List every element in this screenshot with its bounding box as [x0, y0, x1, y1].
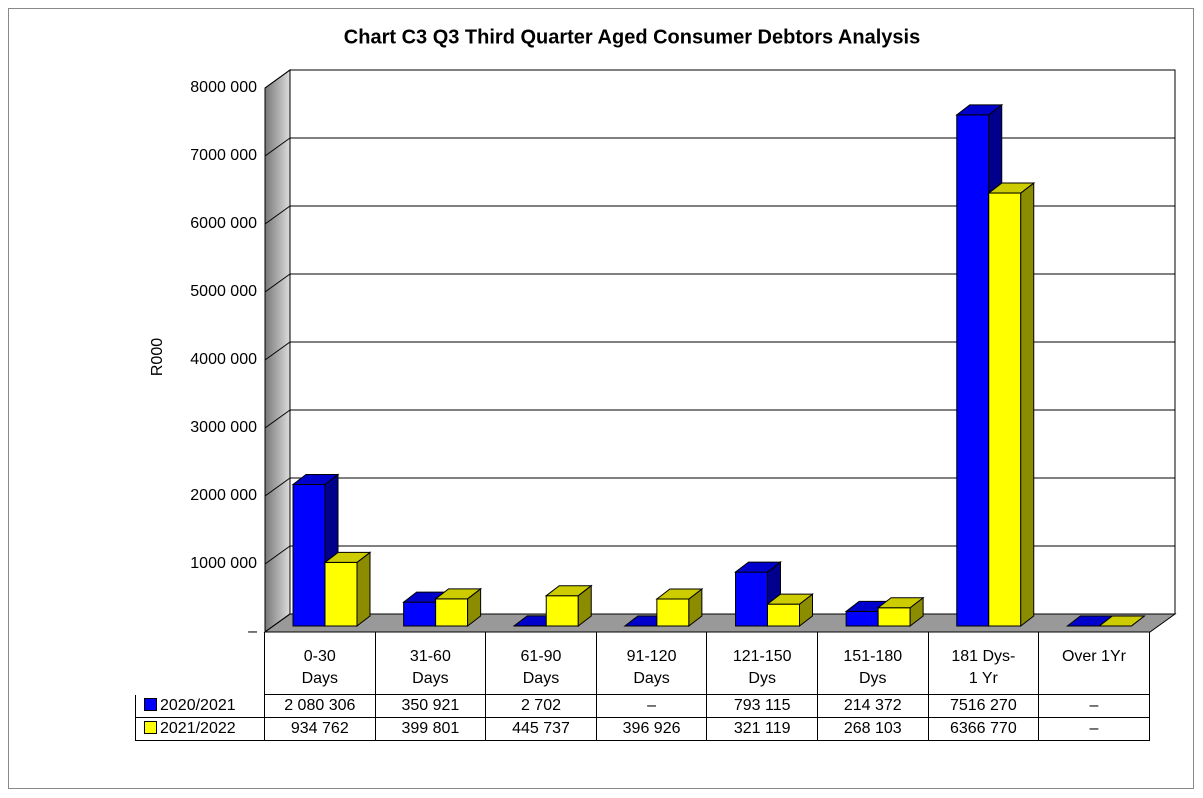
y-tick-label: –	[248, 623, 257, 640]
value-label: 445 737	[486, 718, 597, 741]
value-label: 6366 770	[928, 718, 1040, 741]
legend-entry: 2021/2022	[135, 718, 265, 741]
bar-front	[845, 610, 879, 627]
x-tick-label: 91-120 Days	[596, 632, 708, 695]
bar-side	[356, 551, 371, 628]
y-tick-label: 6000 000	[190, 215, 257, 232]
legend-label: 2021/2022	[160, 720, 236, 737]
chart-title: Chart C3 Q3 Third Quarter Aged Consumer …	[344, 26, 920, 48]
grid-line-side	[264, 477, 291, 497]
bar-top	[544, 585, 593, 597]
bar-front	[656, 598, 690, 627]
y-tick-label: 5000 000	[190, 283, 257, 300]
value-label: 350 921	[375, 695, 487, 718]
value-label: 321 119	[707, 718, 818, 741]
x-tick-label: 61-90 Days	[486, 632, 597, 695]
legend-key	[144, 721, 157, 734]
x-tick-label: 31-60 Days	[375, 632, 487, 695]
bar-top	[987, 182, 1036, 194]
bar-top	[434, 588, 483, 600]
legend-key	[144, 698, 157, 711]
y-axis-label: R000	[149, 338, 166, 376]
data-table: 0-30 Days 31-60 Days 61-90 Days 91-120 Days…	[135, 632, 1150, 741]
grid-line-side	[264, 613, 291, 633]
value-label: 7516 270	[928, 695, 1040, 718]
bar-top	[291, 474, 340, 486]
floor	[263, 613, 1177, 633]
bar-front	[735, 571, 768, 627]
bar-top	[734, 561, 782, 573]
x-tick-label: Over 1Yr	[1039, 632, 1150, 695]
bar-top	[1097, 615, 1146, 627]
grid-line-side	[264, 273, 291, 293]
value-label: 2 702	[486, 695, 597, 718]
bar-top	[655, 588, 704, 600]
value-label: –	[1039, 695, 1150, 718]
bar-front	[956, 114, 990, 627]
bar-front	[403, 601, 437, 627]
grid-line-side	[264, 205, 291, 225]
y-tick-label: 3000 000	[190, 419, 257, 436]
y-tick-label: 1000 000	[190, 555, 257, 572]
bar-front	[545, 595, 579, 627]
legend-label: 2020/2021	[160, 697, 236, 714]
y-tick-label: 4000 000	[190, 351, 257, 368]
value-label: –	[596, 695, 708, 718]
value-label: 793 115	[707, 695, 818, 718]
bar-front	[767, 603, 800, 627]
value-label: 268 103	[817, 718, 929, 741]
bar-front	[877, 607, 911, 627]
y-tick-label: 7000 000	[190, 147, 257, 164]
bar-front	[435, 598, 469, 627]
x-tick-label: 0-30 Days	[265, 632, 376, 695]
grid-line-side	[264, 409, 291, 429]
grid-line-side	[264, 69, 291, 89]
x-tick-label: 181 Dys- 1 Yr	[928, 632, 1040, 695]
value-label: –	[1039, 718, 1150, 741]
bar-top	[766, 593, 814, 605]
table-corner	[135, 632, 265, 695]
legend-entry: 2020/2021	[135, 695, 265, 718]
bar-top	[323, 551, 372, 563]
grid-line-side	[264, 545, 291, 565]
bar-front	[988, 192, 1022, 627]
value-label: 214 372	[817, 695, 929, 718]
chart-frame	[8, 8, 1194, 789]
bar-top	[955, 104, 1004, 116]
y-tick-label: 2000 000	[190, 487, 257, 504]
value-label: 2 080 306	[265, 695, 376, 718]
bar-front	[324, 561, 358, 627]
grid-line-side	[264, 137, 291, 157]
y-tick-label: 8000 000	[190, 79, 257, 96]
x-tick-label: 151-180 Dys	[817, 632, 929, 695]
bar-side	[1020, 182, 1035, 628]
value-label: 396 926	[596, 718, 708, 741]
value-label: 399 801	[375, 718, 487, 741]
bar-top	[876, 597, 925, 609]
value-label: 934 762	[265, 718, 376, 741]
bar-front	[292, 484, 326, 627]
grid-line-side	[264, 341, 291, 361]
x-tick-label: 121-150 Dys	[707, 632, 818, 695]
